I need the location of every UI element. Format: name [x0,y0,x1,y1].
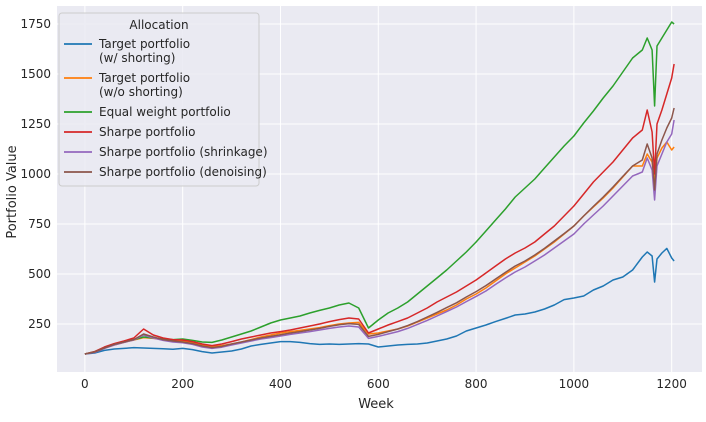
legend-item-5: Sharpe portfolio (shrinkage) [64,145,268,159]
series-line-4 [84,63,675,355]
legend-label: Target portfolio (w/ shorting) [98,37,190,65]
x-tick-label: 0 [81,377,89,391]
x-axis-label: Week [358,397,394,412]
y-tick-label: 1000 [20,167,51,181]
y-tick-label: 750 [28,217,51,231]
series-line-1 [84,247,675,355]
legend-items: Target portfolio (w/ shorting) Target port… [64,37,268,179]
legend-item-3: Equal weight portfolio [64,105,231,119]
x-tick-label: 1000 [559,377,590,391]
legend-label: Equal weight portfolio [99,105,231,119]
series-layer [84,21,675,355]
legend-label: Sharpe portfolio (shrinkage) [99,145,268,159]
legend-item-6: Sharpe portfolio (denoising) [64,165,267,179]
legend-label: Target portfolio (w/o shorting) [98,71,190,99]
y-tick-label: 1750 [20,17,51,31]
legend-item-1: Target portfolio (w/ shorting) [64,37,190,65]
legend-title: Allocation [129,18,188,32]
series-line-5 [84,119,675,355]
x-tick-label: 200 [171,377,194,391]
legend-label: Sharpe portfolio (denoising) [99,165,267,179]
x-tick-label: 800 [465,377,488,391]
x-tick-label: 400 [269,377,292,391]
legend-label: Sharpe portfolio [99,125,196,139]
tick-labels: 0 200 400 600 800 1000 1200 250 500 750 1000 1250 15… [20,17,687,391]
grid [57,6,702,372]
x-tick-label: 600 [367,377,390,391]
legend: Allocation Target portfolio (w/ shorting)… [58,12,268,187]
series-line-6 [84,107,675,355]
x-tick-label: 1200 [656,377,687,391]
legend-box [58,12,260,187]
y-tick-label: 250 [28,317,51,331]
legend-item-2: Target portfolio (w/o shorting) [64,71,190,99]
y-axis-label: Portfolio Value [5,145,20,238]
y-tick-label: 500 [28,267,51,281]
y-tick-label: 1250 [20,117,51,131]
y-tick-label: 1500 [20,67,51,81]
legend-item-4: Sharpe portfolio [64,125,196,139]
series-line-3 [84,21,675,355]
